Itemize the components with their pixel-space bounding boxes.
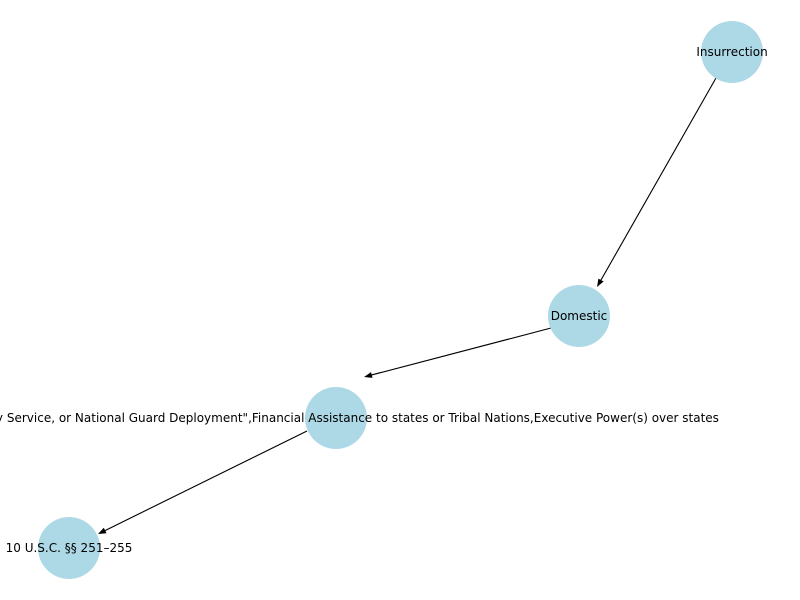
node-circle bbox=[548, 285, 610, 347]
edge-military-usc bbox=[98, 430, 308, 534]
edge-line bbox=[366, 327, 552, 377]
edge-arrowhead bbox=[98, 527, 107, 534]
node-label: Insurrection bbox=[696, 45, 767, 59]
node-circle bbox=[701, 21, 763, 83]
node-circle bbox=[38, 517, 100, 579]
nodes-layer: Insurrection Domestic "Military Service,… bbox=[0, 21, 768, 579]
edge-line bbox=[598, 77, 717, 285]
edge-line bbox=[100, 430, 308, 534]
node-circle bbox=[305, 387, 367, 449]
edge-insurrection-domestic bbox=[597, 77, 717, 287]
node-usc: 10 U.S.C. §§ 251–255 bbox=[6, 517, 133, 579]
node-label: "Military Service, or National Guard Dep… bbox=[0, 411, 719, 425]
edges-layer bbox=[98, 77, 717, 534]
node-domestic: Domestic bbox=[548, 285, 610, 347]
edge-arrowhead bbox=[597, 278, 604, 287]
edge-arrowhead bbox=[364, 372, 373, 378]
node-insurrection: Insurrection bbox=[696, 21, 768, 83]
node-military-service: "Military Service, or National Guard Dep… bbox=[0, 387, 719, 449]
node-label: Domestic bbox=[551, 309, 608, 323]
edge-domestic-military bbox=[364, 327, 552, 378]
node-label: 10 U.S.C. §§ 251–255 bbox=[6, 541, 133, 555]
